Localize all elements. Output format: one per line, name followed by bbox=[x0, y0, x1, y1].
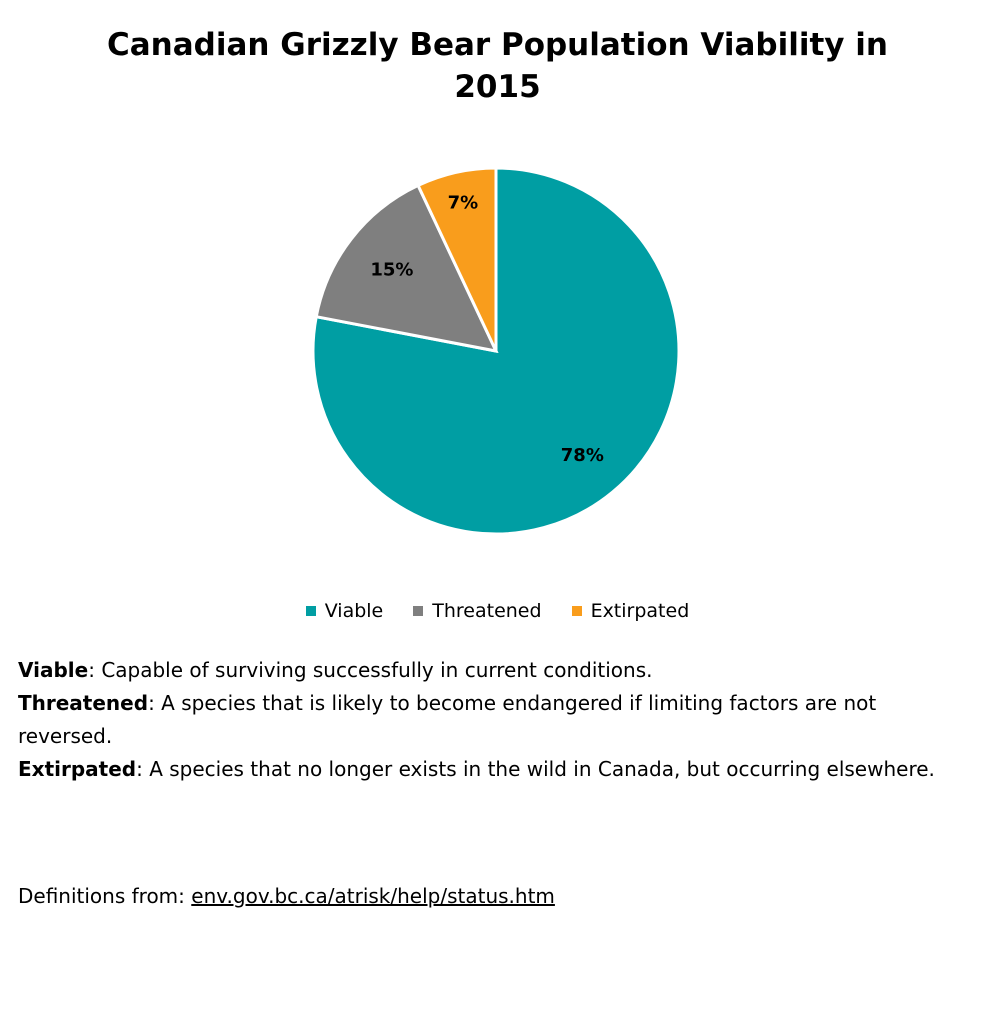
definition-text: : A species that no longer exists in the… bbox=[136, 757, 935, 781]
data-label-extirpated: 7% bbox=[448, 192, 479, 213]
legend-swatch-extirpated bbox=[571, 606, 582, 616]
definition-extirpated: Extirpated: A species that no longer exi… bbox=[18, 753, 958, 786]
legend-label-viable: Viable bbox=[324, 600, 384, 622]
chart-title: Canadian Grizzly Bear Population Viabili… bbox=[0, 24, 995, 108]
source-prefix: Definitions from: bbox=[18, 884, 192, 908]
slice-threatened bbox=[314, 183, 499, 354]
legend: Viable Threatened Extirpated bbox=[0, 600, 995, 622]
legend-label-threatened: Threatened bbox=[432, 600, 542, 622]
legend-swatch-viable bbox=[305, 606, 316, 616]
legend-label-extirpated: Extirpated bbox=[590, 600, 690, 622]
legend-item-threatened: Threatened bbox=[413, 600, 542, 622]
slice-extirpated bbox=[416, 166, 498, 352]
chart-title-line2: 2015 bbox=[454, 69, 541, 105]
definition-viable: Viable: Capable of surviving successfull… bbox=[18, 654, 958, 687]
data-label-viable: 78% bbox=[561, 445, 604, 466]
definition-text: : A species that is likely to become end… bbox=[18, 691, 877, 748]
definition-text: : Capable of surviving successfully in c… bbox=[88, 658, 653, 682]
pie-chart: 78% 15% 7% bbox=[311, 166, 681, 536]
definition-term: Extirpated bbox=[18, 757, 137, 781]
data-label-threatened: 15% bbox=[370, 260, 413, 281]
definition-term: Threatened bbox=[18, 691, 149, 715]
legend-item-extirpated: Extirpated bbox=[571, 600, 690, 622]
chart-title-line1: Canadian Grizzly Bear Population Viabili… bbox=[107, 27, 888, 63]
definition-threatened: Threatened: A species that is likely to … bbox=[18, 687, 958, 753]
source-note: Definitions from: env.gov.bc.ca/atrisk/h… bbox=[18, 884, 555, 908]
legend-item-viable: Viable bbox=[305, 600, 384, 622]
definition-term: Viable bbox=[18, 658, 89, 682]
legend-swatch-threatened bbox=[413, 606, 424, 616]
source-link[interactable]: env.gov.bc.ca/atrisk/help/status.htm bbox=[191, 884, 555, 908]
definitions: Viable: Capable of surviving successfull… bbox=[18, 654, 958, 786]
slice-viable bbox=[311, 166, 681, 536]
